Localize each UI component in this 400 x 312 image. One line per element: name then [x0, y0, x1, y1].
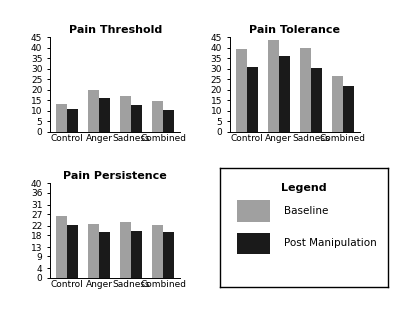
Text: Post Manipulation: Post Manipulation [284, 238, 376, 248]
Bar [332, 76, 343, 132]
FancyBboxPatch shape [237, 232, 270, 254]
Bar [163, 110, 174, 132]
Bar [120, 222, 131, 278]
Bar [67, 225, 78, 278]
Bar [67, 109, 78, 132]
Title: Pain Persistence: Pain Persistence [63, 171, 167, 181]
Bar [120, 96, 131, 132]
Bar [88, 90, 99, 132]
Bar [99, 98, 110, 132]
Bar [343, 85, 354, 132]
Bar [300, 48, 311, 132]
Title: Pain Threshold: Pain Threshold [68, 25, 162, 35]
Bar [279, 56, 290, 132]
Bar [131, 105, 142, 132]
Bar [311, 68, 322, 132]
Bar [152, 225, 163, 278]
Bar [88, 223, 99, 278]
Bar [236, 49, 247, 132]
Bar [99, 232, 110, 278]
Title: Pain Tolerance: Pain Tolerance [249, 25, 340, 35]
Bar [163, 232, 174, 278]
FancyBboxPatch shape [237, 201, 270, 222]
Text: Baseline: Baseline [284, 206, 328, 216]
Text: Legend: Legend [281, 183, 327, 193]
Bar [247, 67, 258, 132]
Bar [56, 217, 67, 278]
Bar [131, 231, 142, 278]
Bar [268, 40, 279, 132]
Bar [56, 105, 67, 132]
Bar [152, 101, 163, 132]
